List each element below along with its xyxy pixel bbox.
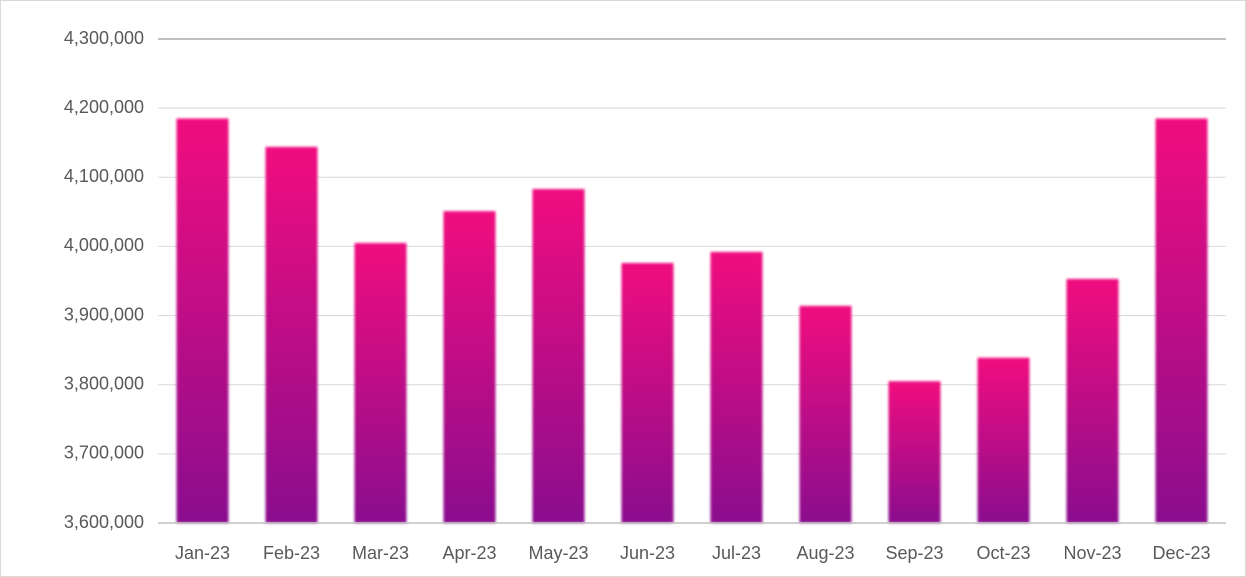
y-tick-label: 4,100,000 — [64, 166, 144, 186]
x-tick-label: Aug-23 — [796, 543, 854, 563]
bar — [532, 189, 585, 524]
x-tick-label: Nov-23 — [1063, 543, 1121, 563]
x-tick-label: Dec-23 — [1152, 543, 1210, 563]
bar — [443, 211, 496, 523]
y-tick-label: 3,600,000 — [64, 512, 144, 532]
x-tick-label: Sep-23 — [885, 543, 943, 563]
x-tick-label: Oct-23 — [976, 543, 1030, 563]
y-tick-label: 4,200,000 — [64, 97, 144, 117]
bar — [799, 305, 852, 523]
y-tick-label: 3,800,000 — [64, 373, 144, 393]
bar — [888, 381, 941, 523]
x-tick-label: Jul-23 — [712, 543, 761, 563]
bar — [621, 263, 674, 523]
bar — [176, 118, 229, 523]
x-tick-label: Mar-23 — [352, 543, 409, 563]
y-tick-label: 4,300,000 — [64, 28, 144, 48]
bar — [265, 146, 318, 523]
y-tick-label: 3,700,000 — [64, 443, 144, 463]
x-tick-label: Jan-23 — [175, 543, 230, 563]
bar — [1155, 118, 1208, 523]
bar — [354, 242, 407, 523]
bar — [710, 251, 763, 523]
x-tick-label: Feb-23 — [263, 543, 320, 563]
x-tick-label: Jun-23 — [620, 543, 675, 563]
x-tick-label: May-23 — [528, 543, 588, 563]
bar — [1066, 278, 1119, 523]
y-tick-label: 3,900,000 — [64, 304, 144, 324]
x-tick-label: Apr-23 — [442, 543, 496, 563]
bar — [977, 357, 1030, 523]
y-tick-label: 4,000,000 — [64, 235, 144, 255]
